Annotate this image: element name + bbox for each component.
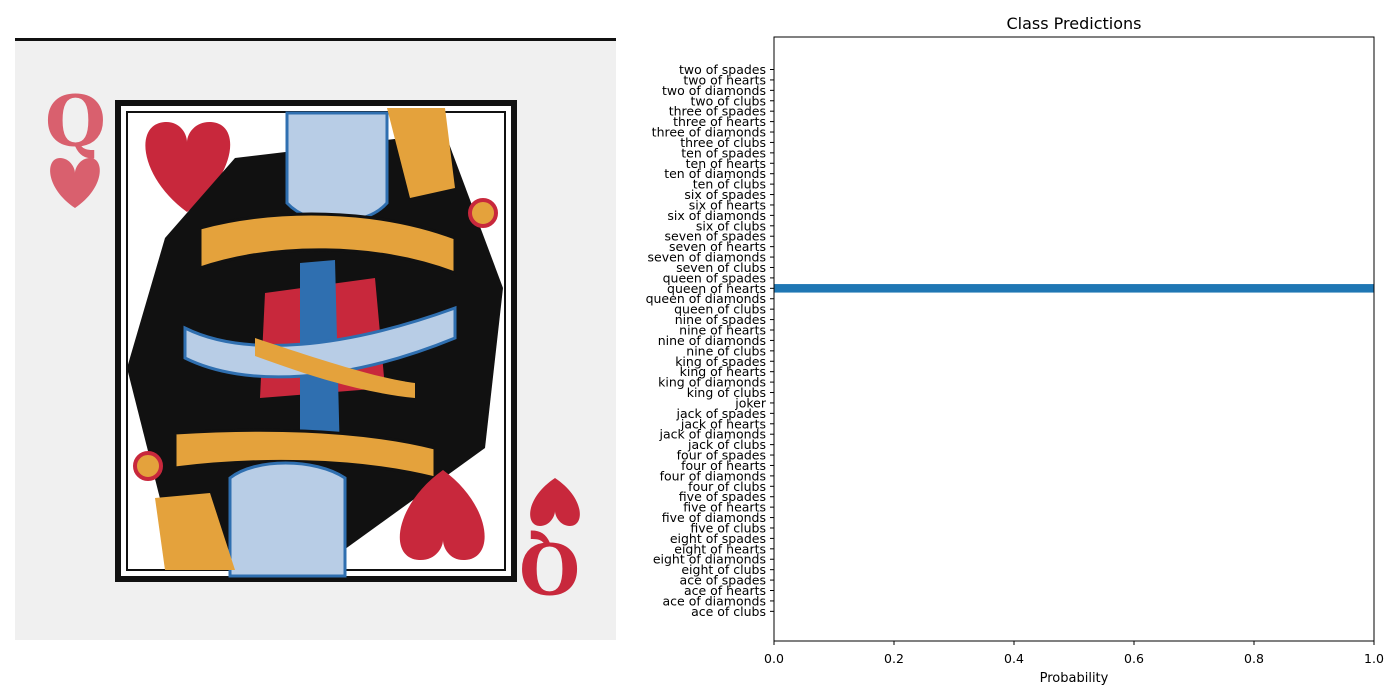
y-tick-label: three of hearts — [673, 114, 766, 129]
y-tick-label: jack of clubs — [687, 437, 766, 452]
y-tick-label: eight of hearts — [674, 541, 766, 556]
y-tick-label: jack of diamonds — [658, 427, 766, 442]
x-tick-label: 0.4 — [1004, 651, 1024, 666]
y-tick-label: four of spades — [677, 448, 766, 463]
y-tick-label: queen of clubs — [674, 302, 766, 317]
y-tick-label: eight of diamonds — [653, 552, 766, 567]
y-tick-label: four of diamonds — [660, 468, 766, 483]
bars-group — [774, 284, 1374, 293]
heart-pip-small-bottom-icon — [530, 478, 580, 526]
y-tick-label: seven of clubs — [676, 260, 766, 275]
y-tick-label: king of clubs — [687, 385, 766, 400]
y-tick-label: ace of spades — [680, 573, 766, 588]
y-tick-label: king of hearts — [680, 364, 766, 379]
y-tick-label: two of clubs — [691, 93, 766, 108]
y-tick-label: three of clubs — [680, 135, 766, 150]
y-tick-label: queen of hearts — [667, 281, 766, 296]
y-tick-label: six of clubs — [696, 218, 766, 233]
x-tick-label: 0.2 — [884, 651, 904, 666]
card-top-edge — [15, 38, 616, 41]
y-tick-label: eight of clubs — [681, 562, 766, 577]
card-image: Q Q — [15, 38, 616, 640]
y-tick-label: seven of spades — [665, 229, 766, 244]
y-tick-label: ace of diamonds — [663, 593, 766, 608]
y-tick-label: seven of hearts — [669, 239, 766, 254]
heart-pip-large-bottom-icon — [399, 470, 485, 561]
y-tick-label: two of hearts — [683, 72, 766, 87]
x-tick-label: 0.0 — [764, 651, 784, 666]
y-tick-label: two of spades — [679, 62, 766, 77]
y-tick-label: jack of hearts — [680, 416, 766, 431]
bar-queen-of-hearts — [774, 284, 1374, 293]
queen-crown-bottom — [155, 493, 235, 570]
y-tick-label: ace of hearts — [684, 583, 766, 598]
card-index-bottom: Q — [519, 526, 580, 609]
y-tick-label: six of spades — [684, 187, 766, 202]
y-tick-label: five of spades — [679, 489, 766, 504]
plot-frame — [773, 36, 1375, 642]
y-tick-label: four of clubs — [688, 479, 766, 494]
y-tick-label: six of diamonds — [667, 208, 766, 223]
x-axis-title: Probability — [1040, 671, 1109, 686]
x-tick-label: 0.6 — [1124, 651, 1144, 666]
y-tick-label: three of diamonds — [652, 125, 766, 140]
y-tick-label: nine of hearts — [679, 323, 766, 338]
x-tick-label: 1.0 — [1364, 651, 1384, 666]
y-tick-label: ten of clubs — [693, 177, 766, 192]
flower-left-icon — [133, 451, 163, 481]
queen-head-bottom — [228, 461, 347, 578]
y-tick-label: queen of diamonds — [646, 291, 766, 306]
y-tick-label: eight of spades — [670, 531, 766, 546]
y-tick-label: five of clubs — [690, 520, 766, 535]
y-tick-label: nine of clubs — [686, 343, 766, 358]
y-tick-label: ten of spades — [681, 145, 766, 160]
x-axis: 0.0 0.2 0.4 0.6 0.8 1.0 — [764, 641, 1384, 666]
y-tick-label: three of spades — [669, 104, 766, 119]
y-tick-label: ten of hearts — [686, 156, 766, 171]
queen-crown-top — [387, 108, 455, 198]
heart-pip-small-top-icon — [50, 158, 100, 208]
y-tick-label: king of diamonds — [658, 375, 766, 390]
y-tick-label: seven of diamonds — [648, 250, 766, 265]
y-tick-label: two of diamonds — [662, 83, 766, 98]
card-index-top: Q — [45, 80, 106, 163]
y-tick-label: six of hearts — [689, 197, 766, 212]
queen-collar-top — [198, 212, 457, 276]
y-tick-label: nine of spades — [675, 312, 766, 327]
flower-right-icon — [468, 198, 498, 228]
y-tick-label: king of spades — [675, 354, 766, 369]
y-tick-label: ten of diamonds — [664, 166, 766, 181]
y-tick-label: nine of diamonds — [658, 333, 766, 348]
x-tick-label: 0.8 — [1244, 651, 1264, 666]
y-tick-label: ace of clubs — [691, 604, 766, 619]
y-tick-label: queen of spades — [663, 270, 766, 285]
y-tick-label: four of hearts — [681, 458, 766, 473]
y-tick-label: joker — [734, 395, 767, 410]
y-tick-label: jack of spades — [676, 406, 766, 421]
y-tick-label: five of hearts — [683, 500, 766, 515]
chart-title: Class Predictions — [1007, 14, 1142, 33]
y-tick-label: five of diamonds — [662, 510, 766, 525]
queen-sash-gold — [255, 338, 415, 398]
